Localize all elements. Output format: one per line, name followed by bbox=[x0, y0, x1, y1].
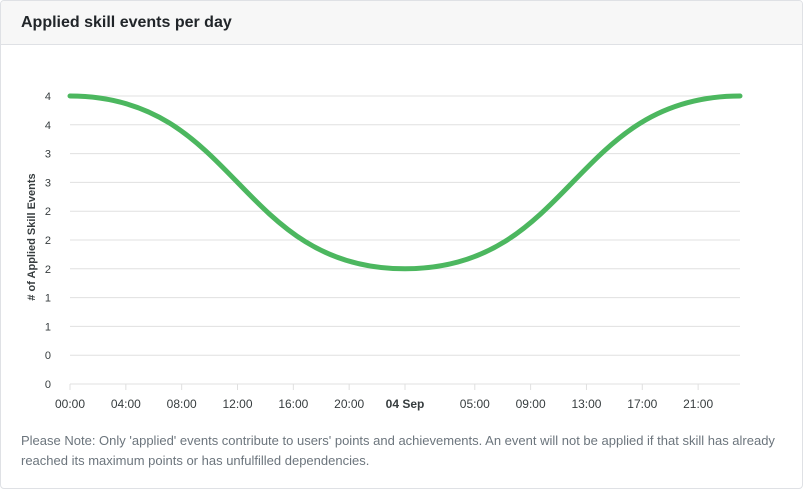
card-header: Applied skill events per day bbox=[1, 1, 802, 45]
card-title: Applied skill events per day bbox=[21, 14, 232, 31]
x-tick-label: 04:00 bbox=[111, 397, 141, 411]
y-tick-label: 0 bbox=[45, 379, 51, 391]
y-tick-label: 2 bbox=[45, 206, 51, 218]
x-tick-label: 12:00 bbox=[222, 397, 252, 411]
y-tick-label: 2 bbox=[45, 235, 51, 247]
x-tick-label: 00:00 bbox=[55, 397, 85, 411]
x-tick-label: 04 Sep bbox=[386, 397, 425, 411]
y-axis-ticks: 0 0 1 1 2 2 2 3 3 4 4 bbox=[45, 91, 51, 391]
x-tick-label: 09:00 bbox=[516, 397, 546, 411]
x-tick-label: 20:00 bbox=[334, 397, 364, 411]
line-chart: 0 0 1 1 2 2 2 3 3 4 4 00:00 04:00 08:00 12:00 16:00 20:… bbox=[26, 91, 743, 411]
grid-lines bbox=[70, 95, 740, 356]
x-tick-label: 13:00 bbox=[571, 397, 601, 411]
chart-container: 0 0 1 1 2 2 2 3 3 4 4 00:00 04:00 08:00 12:00 16:00 20:… bbox=[1, 45, 802, 425]
y-tick-label: 0 bbox=[45, 350, 51, 362]
y-axis-label: # of Applied Skill Events bbox=[26, 173, 38, 300]
y-tick-label: 4 bbox=[45, 91, 51, 103]
x-tick-label: 17:00 bbox=[627, 397, 657, 411]
y-tick-label: 1 bbox=[45, 293, 51, 305]
series-line bbox=[67, 93, 743, 272]
y-tick-label: 3 bbox=[45, 149, 51, 161]
y-tick-label: 3 bbox=[45, 177, 51, 189]
x-tick-label: 05:00 bbox=[460, 397, 490, 411]
y-tick-label: 1 bbox=[45, 321, 51, 333]
series-layer bbox=[67, 93, 743, 272]
y-tick-label: 2 bbox=[45, 264, 51, 276]
y-tick-label: 4 bbox=[45, 120, 51, 132]
x-tick-label: 16:00 bbox=[278, 397, 308, 411]
x-axis: 00:00 04:00 08:00 12:00 16:00 20:00 04 Sep 05:0… bbox=[55, 383, 740, 411]
x-tick-label: 08:00 bbox=[167, 397, 197, 411]
info-note: Please Note: Only 'applied' events contr… bbox=[21, 433, 775, 468]
x-tick-label: 21:00 bbox=[683, 397, 713, 411]
